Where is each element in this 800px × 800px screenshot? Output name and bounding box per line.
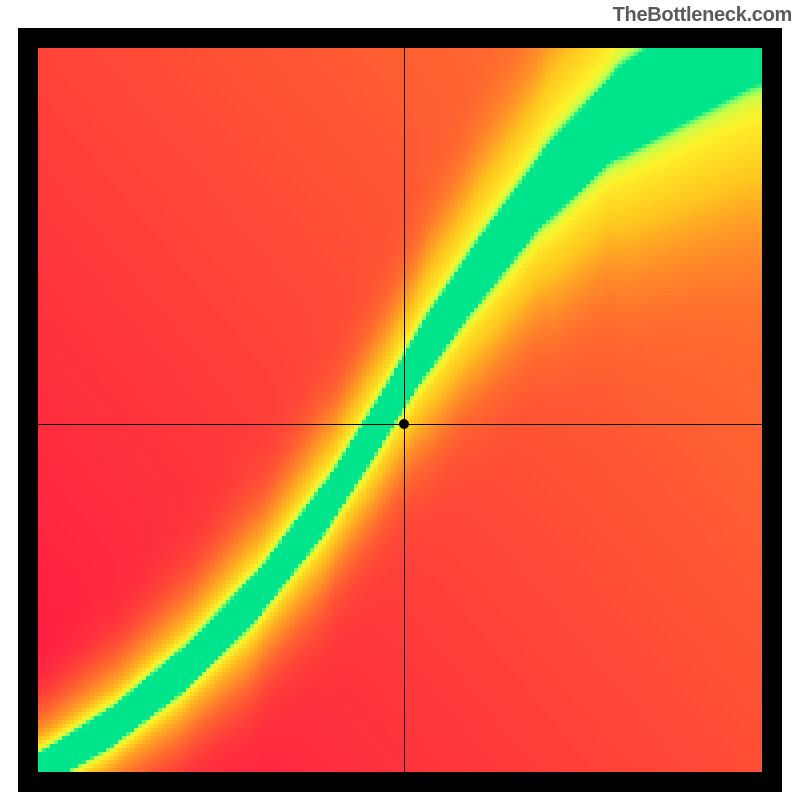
plot-border bbox=[18, 28, 782, 792]
plot-area bbox=[38, 48, 762, 772]
chart-container: TheBottleneck.com bbox=[0, 0, 800, 800]
watermark-text: TheBottleneck.com bbox=[613, 4, 792, 27]
crosshair-vertical bbox=[404, 48, 405, 772]
data-point-marker bbox=[399, 419, 409, 429]
heatmap-canvas bbox=[38, 48, 762, 772]
